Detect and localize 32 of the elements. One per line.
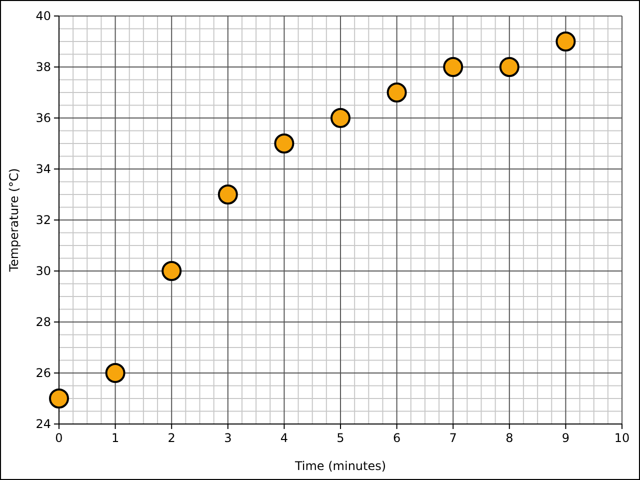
y-tick-label: 34 <box>36 162 51 176</box>
x-tick-label: 8 <box>506 431 514 445</box>
point <box>162 261 182 281</box>
point <box>499 57 520 77</box>
point <box>556 32 576 52</box>
point <box>218 184 238 204</box>
x-tick-label: 7 <box>449 431 457 445</box>
x-tick-label: 10 <box>614 431 630 445</box>
x-tick-label: 5 <box>336 431 344 445</box>
x-tick-label: 1 <box>111 431 120 445</box>
y-tick-label: 24 <box>36 417 51 432</box>
x-tick-label: 0 <box>55 431 63 445</box>
point <box>386 82 407 102</box>
y-tick-label: 40 <box>36 9 51 24</box>
y-tick-label: 30 <box>36 264 51 278</box>
y-axis-title: Temperature (°C) <box>7 168 21 273</box>
x-tick-label: 4 <box>280 431 288 445</box>
y-tick-label: 38 <box>36 60 51 74</box>
x-tick-label: 9 <box>562 431 570 445</box>
point <box>274 134 294 154</box>
x-axis-title: Time (minutes) <box>294 459 386 473</box>
point <box>105 363 126 383</box>
y-tick-label: 36 <box>36 111 51 126</box>
point <box>49 388 69 408</box>
x-tick-label: 2 <box>168 431 176 445</box>
point <box>443 57 464 77</box>
x-tick-label: 6 <box>392 431 401 445</box>
y-tick-label: 32 <box>36 213 51 228</box>
point <box>330 108 350 128</box>
y-tick-label: 28 <box>36 315 51 330</box>
y-tick-label: 26 <box>36 366 51 380</box>
x-tick-label: 3 <box>224 431 232 445</box>
